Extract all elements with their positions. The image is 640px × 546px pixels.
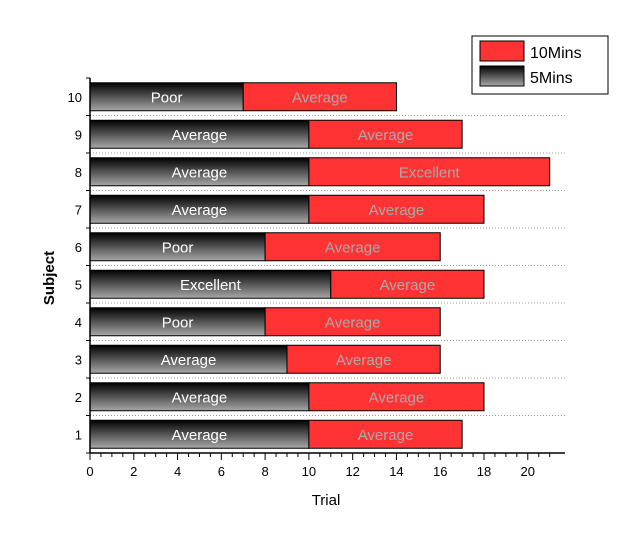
legend-label-5mins: 5Mins <box>530 70 573 87</box>
x-tick-label: 4 <box>174 464 181 479</box>
y-tick-label: 5 <box>75 277 82 292</box>
y-tick-label: 7 <box>75 202 82 217</box>
x-tick-label: 10 <box>302 464 316 479</box>
legend-swatch-10mins <box>479 40 525 62</box>
bar-label-5mins-subject-3: Average <box>161 352 217 369</box>
bar-label-5mins-subject-7: Average <box>172 202 228 219</box>
bar-label-5mins-subject-5: Excellent <box>180 277 242 294</box>
bar-label-5mins-subject-2: Average <box>172 389 228 406</box>
bar-label-5mins-subject-1: Average <box>172 427 228 444</box>
bars: Average Average Average Average Average Avera… <box>89 82 551 449</box>
bar-label-5mins-subject-9: Average <box>172 127 228 144</box>
bar-label-10mins-subject-5: Average <box>380 277 436 294</box>
bar-label-10mins-subject-4: Average <box>325 314 381 331</box>
y-tick-label: 1 <box>75 427 82 442</box>
bar-5mins-subject-7 <box>89 194 310 224</box>
bar-10mins-subject-9 <box>308 119 463 149</box>
y-axis-title: Subject <box>41 251 58 305</box>
bar-label-5mins-subject-4: Poor <box>162 314 194 331</box>
bar-5mins-subject-8 <box>89 157 310 187</box>
bar-10mins-subject-6 <box>264 232 441 262</box>
y-tick-label: 9 <box>75 127 82 142</box>
bar-label-10mins-subject-2: Average <box>369 389 425 406</box>
bar-label-5mins-subject-10: Poor <box>151 89 183 106</box>
x-axis-title: Trial <box>312 492 341 509</box>
bar-10mins-subject-1 <box>308 419 463 449</box>
bar-label-10mins-subject-9: Average <box>358 127 414 144</box>
bar-5mins-subject-6 <box>89 232 266 262</box>
bar-label-10mins-subject-8: Excellent <box>399 164 461 181</box>
bar-label-10mins-subject-10: Average <box>292 89 348 106</box>
x-tick-label: 12 <box>345 464 359 479</box>
bar-10mins-subject-7 <box>308 194 485 224</box>
x-tick-label: 2 <box>130 464 137 479</box>
bar-10mins-subject-2 <box>308 382 485 412</box>
bar-10mins-subject-5 <box>330 269 485 299</box>
bar-10mins-subject-4 <box>264 307 441 337</box>
y-tick-label: 2 <box>75 390 82 405</box>
x-tick-label: 18 <box>477 464 491 479</box>
legend-swatch-5mins <box>479 65 525 87</box>
y-tick-label: 6 <box>75 240 82 255</box>
legend-label-10mins: 10Mins <box>530 45 582 62</box>
bar-10mins-subject-8 <box>308 157 551 187</box>
bar-5mins-subject-5 <box>89 269 332 299</box>
bar-label-5mins-subject-6: Poor <box>162 239 194 256</box>
bar-5mins-subject-9 <box>89 119 310 149</box>
bar-label-10mins-subject-1: Average <box>358 427 414 444</box>
y-tick-label: 3 <box>75 352 82 367</box>
bar-5mins-subject-1 <box>89 419 310 449</box>
x-tick-label: 14 <box>389 464 403 479</box>
x-tick-label: 6 <box>218 464 225 479</box>
bar-10mins-subject-10 <box>242 82 397 112</box>
x-tick-label: 16 <box>433 464 447 479</box>
x-tick-label: 20 <box>521 464 535 479</box>
grid-lines <box>90 115 565 416</box>
bar-label-10mins-subject-3: Average <box>336 352 392 369</box>
y-tick-label: 4 <box>75 315 82 330</box>
y-tick-label: 8 <box>75 165 82 180</box>
legend: 10Mins 5Mins <box>471 35 609 95</box>
bar-label-5mins-subject-8: Average <box>172 164 228 181</box>
bar-5mins-subject-4 <box>89 307 266 337</box>
bar-label-10mins-subject-7: Average <box>369 202 425 219</box>
bar-label-10mins-subject-6: Average <box>325 239 381 256</box>
bar-10mins-subject-3 <box>286 344 441 374</box>
x-tick-label: 8 <box>261 464 268 479</box>
x-tick-label: 0 <box>86 464 93 479</box>
y-tick-label: 10 <box>68 90 82 105</box>
bar-5mins-subject-10 <box>89 82 244 112</box>
